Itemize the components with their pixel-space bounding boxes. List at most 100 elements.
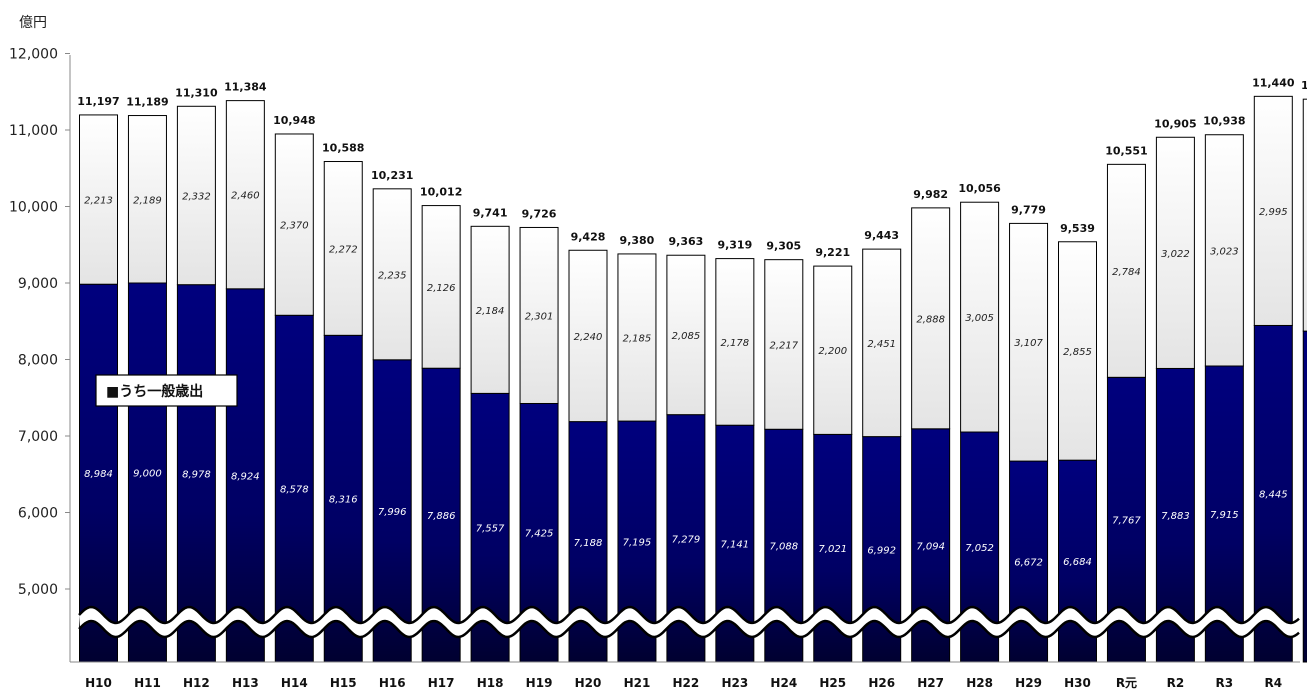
- bar-upper-value-label: 3,107: [1014, 338, 1043, 349]
- bar-remainder: [1253, 95, 1293, 326]
- bar-upper-value-label: 2,185: [623, 334, 652, 345]
- bar-total-label: 9,741: [473, 206, 508, 219]
- bar-lower-value-label: 7,279: [672, 534, 701, 545]
- bar-general-expenditure: [1302, 330, 1307, 663]
- bar-upper-value-label: 2,235: [378, 270, 407, 281]
- bar-remainder: [1009, 222, 1049, 462]
- bar-lower-value-label: 7,188: [574, 538, 603, 549]
- bar-remainder: [617, 253, 657, 422]
- bar-remainder: [813, 265, 853, 435]
- bar-lower-value-label: 8,445: [1259, 490, 1288, 501]
- x-tick-label: H19: [526, 676, 553, 690]
- bar-remainder: [79, 114, 118, 285]
- bar-total-label: 9,443: [864, 229, 899, 242]
- bar-upper-value-label: 2,332: [182, 191, 211, 202]
- bar-lower-value-label: 7,915: [1210, 510, 1239, 521]
- bar-upper-value-label: 2,213: [84, 196, 113, 207]
- bar-remainder: [519, 226, 559, 404]
- bar-general-expenditure: [1253, 324, 1293, 663]
- bar-remainder: [421, 205, 461, 369]
- bar-upper-value-label: 2,200: [818, 346, 847, 357]
- bar-remainder: [764, 259, 804, 430]
- bar-upper-value-label: 2,888: [916, 314, 945, 325]
- x-tick-label: H18: [477, 676, 504, 690]
- bar-lower-value-label: 8,984: [84, 469, 113, 480]
- bar-general-expenditure: [274, 314, 314, 663]
- x-tick-label: H13: [232, 676, 259, 690]
- y-tick-label: 9,000: [18, 276, 58, 292]
- bar-lower-value-label: 9,000: [133, 469, 162, 480]
- x-tick-label: R3: [1216, 676, 1234, 690]
- bar-lower-value-label: 7,195: [623, 538, 652, 549]
- bar-lower-value-label: 7,094: [916, 541, 945, 552]
- bar-total-label: 9,428: [571, 230, 606, 243]
- unit-label: 億円: [19, 15, 47, 31]
- x-tick-label: R4: [1265, 676, 1283, 690]
- y-tick-label: 10,000: [9, 200, 58, 216]
- bar-upper-value-label: 3,022: [1161, 249, 1190, 260]
- bar-lower-value-label: 7,557: [476, 524, 505, 535]
- x-tick-label: H21: [624, 676, 651, 690]
- bar-total-label: 9,982: [913, 188, 948, 201]
- bar-upper-value-label: 2,126: [427, 283, 456, 294]
- axis-break-line-upper: [78, 605, 1300, 625]
- bar-lower-value-label: 8,316: [329, 495, 358, 506]
- bar-remainder: [323, 161, 363, 336]
- bar-lower-value-label: 7,425: [525, 529, 554, 540]
- bar-lower-value-label: 7,088: [769, 542, 798, 553]
- y-tick-label: 6,000: [18, 506, 58, 522]
- x-tick-label: H12: [183, 676, 210, 690]
- bar-lower-value-label: 8,578: [280, 485, 309, 496]
- axis-break-band: [79, 607, 1300, 637]
- bar-total-label: 10,588: [322, 142, 364, 155]
- bar-total-label: 10,551: [1105, 144, 1147, 157]
- bar-upper-value-label: 2,995: [1259, 207, 1288, 218]
- bar-upper-value-label: 3,005: [965, 313, 994, 324]
- x-tick-label: R2: [1167, 676, 1185, 690]
- bar-total-label: 9,305: [766, 240, 801, 253]
- x-tick-label: H14: [281, 676, 308, 690]
- bar-remainder: [372, 188, 412, 361]
- bar-total-label: 11,189: [126, 96, 168, 109]
- bar-lower-value-label: 8,924: [231, 471, 260, 482]
- bar-lower-value-label: 7,883: [1161, 511, 1190, 522]
- x-tick-label: H11: [134, 676, 161, 690]
- bar-upper-value-label: 2,451: [867, 339, 896, 350]
- bar-remainder: [127, 115, 167, 284]
- bar-remainder: [666, 254, 706, 416]
- bar-total-label: 9,779: [1011, 203, 1046, 216]
- y-tick-label: 7,000: [18, 429, 58, 445]
- x-tick-label: H29: [1015, 676, 1042, 690]
- y-axis: 5,000 6,000 7,000 8,000 9,000 10,000 11,000 12,…: [9, 47, 71, 662]
- legend-box: [95, 374, 238, 407]
- bar-total-label: 9,319: [717, 239, 752, 252]
- bar-upper-value-label: 2,301: [525, 311, 554, 322]
- bar-upper-value-label: 2,217: [769, 340, 798, 351]
- bar-lower-value-label: 7,886: [427, 511, 456, 522]
- bar-remainder: [911, 207, 951, 430]
- bar-upper-value-label: 2,189: [133, 195, 162, 206]
- bar-total-label: 10,905: [1154, 117, 1196, 130]
- x-tick-label: H17: [428, 676, 455, 690]
- bar-upper-value-label: 2,240: [574, 332, 603, 343]
- bar-upper-value-label: 2,085: [672, 331, 701, 342]
- bars: 8,984 2,213 11,197 9,000 2,189 11,189 8,978 2,3…: [77, 76, 1307, 663]
- bar-lower-value-label: 8,978: [182, 469, 211, 480]
- legend-label: ■うち一般歳出: [106, 383, 203, 400]
- bar-upper-value-label: 3,023: [1210, 246, 1239, 257]
- bar-total-label: 9,380: [620, 234, 655, 247]
- bar-total-label: 9,726: [522, 207, 557, 220]
- bar-lower-value-label: 7,767: [1112, 516, 1141, 527]
- y-tick-label: 11,000: [9, 123, 58, 139]
- bar-lower-value-label: 7,996: [378, 507, 407, 518]
- bar-remainder: [1106, 163, 1146, 378]
- bar-remainder: [1302, 98, 1307, 332]
- x-tick-label: H15: [330, 676, 357, 690]
- axis-break-line-lower: [78, 619, 1300, 639]
- bar-total-label: 9,221: [815, 246, 850, 259]
- bar-lower-value-label: 7,052: [965, 543, 994, 554]
- bar-total-label: 10,938: [1203, 115, 1245, 128]
- bar-remainder: [225, 100, 265, 290]
- bar-remainder: [1058, 241, 1097, 461]
